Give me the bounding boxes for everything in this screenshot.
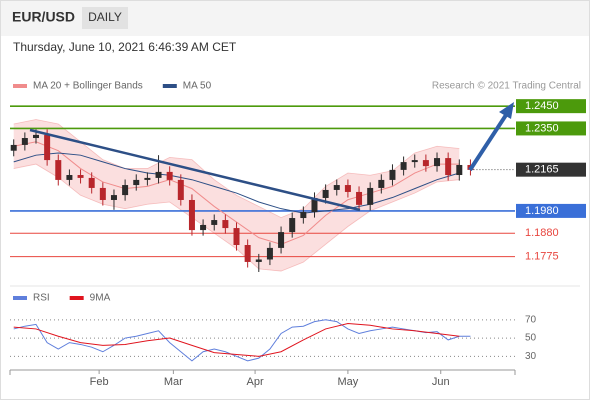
candle-body: [311, 197, 318, 213]
legend-label: MA 50: [183, 81, 212, 92]
trendline: [29, 128, 361, 212]
y-tick-label: 30: [525, 351, 537, 362]
candle-body: [456, 164, 463, 176]
x-tick-label: May: [338, 376, 359, 388]
candle-body: [400, 162, 407, 170]
candle-body: [434, 158, 441, 167]
timeframe-box: [82, 7, 128, 29]
candle-body: [10, 144, 17, 151]
candle-body: [122, 185, 129, 196]
legend-label: 9MA: [90, 293, 111, 304]
candle-body: [222, 220, 229, 229]
candle-body: [144, 177, 151, 180]
ma-line: [13, 152, 460, 214]
candle-body: [211, 220, 218, 225]
candle-body: [66, 175, 73, 180]
x-tick-label: Apr: [247, 376, 264, 388]
plot: 1.2450 1.2350 1.1980 1.1880 1.1775 1.2165 MA 2…: [9, 81, 586, 388]
candle-body: [188, 199, 195, 231]
timeframe: DAILY: [88, 10, 122, 24]
bollinger-upper: [13, 119, 460, 219]
x-tick-label: Mar: [164, 376, 183, 388]
candle-body: [166, 171, 173, 180]
level-label: 1.1980: [525, 205, 559, 217]
y-tick-label: 70: [525, 314, 537, 325]
candle-body: [344, 185, 351, 192]
last-price-box: [516, 162, 586, 177]
candle-body: [289, 218, 296, 233]
candle-body: [44, 134, 51, 161]
candle-body: [356, 191, 363, 205]
candle-body: [322, 189, 329, 198]
datetime: Thursday, June 10, 2021 6:46:39 AM CET: [13, 40, 237, 54]
level-label: 1.2450: [525, 100, 559, 112]
legend-swatch: [13, 296, 27, 300]
candle-body: [389, 169, 396, 180]
level-label: 1.2350: [525, 122, 559, 134]
legend-swatch: [13, 84, 27, 88]
candle-body: [266, 247, 273, 260]
level-box: [516, 121, 586, 136]
candle-body: [77, 175, 84, 178]
series-line: [13, 319, 471, 362]
candle-body: [244, 245, 251, 262]
candle-body: [255, 259, 262, 262]
level-box: [516, 99, 586, 114]
candle-body: [333, 185, 340, 190]
x-tick-label: Feb: [90, 376, 109, 388]
legend-label: MA 20 + Bollinger Bands: [33, 81, 143, 92]
source: Research © 2021 Trading Central: [432, 81, 581, 92]
symbol: EUR/USD: [12, 9, 75, 25]
legend-swatch: [69, 296, 84, 300]
candle-body: [110, 195, 117, 200]
legend-label: RSI: [33, 293, 50, 304]
candle-body: [55, 160, 62, 180]
forecast-arrow: [468, 113, 508, 172]
candle-body: [133, 179, 140, 186]
level-label: 1.1880: [525, 227, 559, 239]
candle-body: [200, 224, 207, 231]
level-label: 1.1775: [525, 251, 559, 263]
candle-body: [445, 158, 452, 176]
candle-body: [300, 212, 307, 219]
last-price-label: 1.2165: [525, 164, 559, 176]
candle-body: [367, 187, 374, 205]
candle-body: [21, 138, 28, 145]
candle-body: [278, 232, 285, 248]
candle-body: [177, 179, 184, 200]
candle-body: [155, 171, 162, 178]
series-line: [13, 322, 460, 357]
level-box: [516, 203, 586, 218]
candle-body: [99, 187, 106, 200]
candle-body: [32, 134, 39, 139]
arrow-head: [499, 102, 514, 119]
candle-body: [378, 179, 385, 188]
candle-body: [422, 160, 429, 167]
ma-line: [13, 141, 460, 245]
y-tick-label: 50: [525, 333, 537, 344]
x-tick-label: Jun: [432, 376, 450, 388]
candle-body: [88, 177, 95, 188]
candle-body: [411, 160, 418, 163]
legend-swatch: [162, 84, 177, 88]
candle-body: [233, 228, 240, 246]
